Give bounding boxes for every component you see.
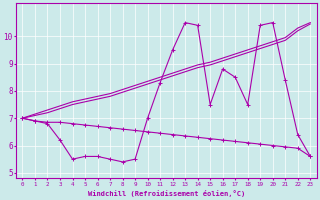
X-axis label: Windchill (Refroidissement éolien,°C): Windchill (Refroidissement éolien,°C) xyxy=(88,190,245,197)
